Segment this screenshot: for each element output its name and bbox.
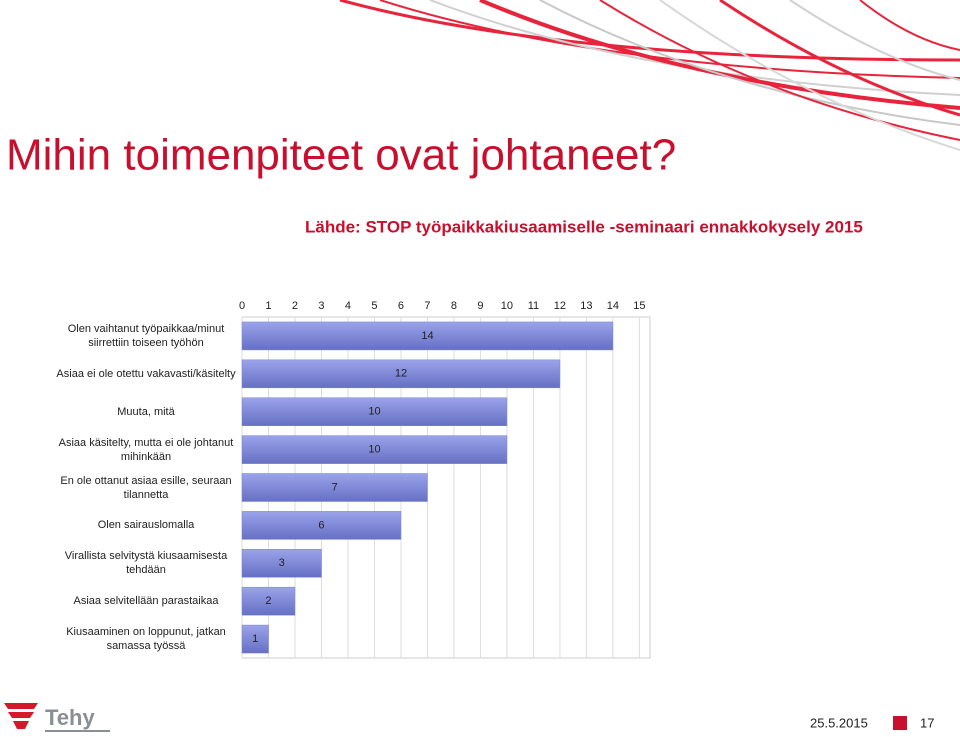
decoration-swooshes <box>339 0 960 151</box>
bar <box>241 624 269 654</box>
x-tick-label: 1 <box>265 300 271 312</box>
category-label: Kiusaaminen on loppunut, jatkan samassa … <box>66 626 226 653</box>
date: 25.5.2015 <box>810 715 868 730</box>
x-tick-label: 6 <box>398 300 404 312</box>
x-tick-label: 4 <box>345 300 351 312</box>
category-label: Virallista selvitystä kiusaamisesta tehd… <box>64 550 228 577</box>
bar <box>241 473 428 502</box>
x-tick-label: 0 <box>239 300 245 312</box>
x-tick-label: 12 <box>554 300 566 312</box>
bar <box>241 397 508 426</box>
category-label: Olen vaihtanut työpaikkaa/minut siirrett… <box>67 322 225 349</box>
x-tick-label: 11 <box>528 300 539 312</box>
category-label: Asiaa ei ole otettu vakavasti/käsitelty <box>56 367 236 380</box>
value-label: 6 <box>318 519 324 531</box>
logo-text: Tehy <box>45 705 95 730</box>
category-label: Olen sairauslomalla <box>97 519 195 532</box>
subtitle: Lähde: STOP työpaikkakiusaamiselle -semi… <box>305 217 863 236</box>
bar <box>241 586 296 616</box>
x-tick-label: 10 <box>501 300 513 312</box>
x-tick-label: 2 <box>292 300 298 312</box>
category-label: En ole ottanut asiaa esille, seuraan til… <box>60 474 232 501</box>
x-tick-label: 15 <box>633 300 645 312</box>
value-label: 10 <box>368 444 380 456</box>
bar <box>241 549 322 578</box>
value-label: 10 <box>368 406 380 418</box>
bar <box>241 435 508 464</box>
value-label: 3 <box>279 557 285 569</box>
value-label: 1 <box>252 633 258 645</box>
page-number: 17 <box>920 715 934 730</box>
category-label: Muuta, mitä <box>117 405 175 418</box>
bar <box>241 321 614 351</box>
logo: Tehy <box>4 703 110 732</box>
value-label: 12 <box>395 368 407 380</box>
category-label: Asiaa käsitelty, mutta ei ole johtanut m… <box>58 436 234 463</box>
x-tick-label: 7 <box>424 300 430 312</box>
x-tick-label: 14 <box>607 300 619 312</box>
x-tick-label: 3 <box>318 300 324 312</box>
page-marker <box>893 716 907 730</box>
value-label: 7 <box>332 481 338 493</box>
slide-title: Mihin toimenpiteet ovat johtaneet? <box>6 131 676 180</box>
bar <box>241 511 402 540</box>
x-tick-label: 5 <box>371 300 377 312</box>
value-label: 2 <box>265 595 271 607</box>
value-label: 14 <box>421 330 433 342</box>
category-label: Asiaa selvitellään parastaikaa <box>73 595 219 608</box>
x-tick-label: 8 <box>451 300 457 312</box>
bar <box>241 359 561 389</box>
x-tick-label: 13 <box>580 300 592 312</box>
x-tick-label: 9 <box>477 300 483 312</box>
